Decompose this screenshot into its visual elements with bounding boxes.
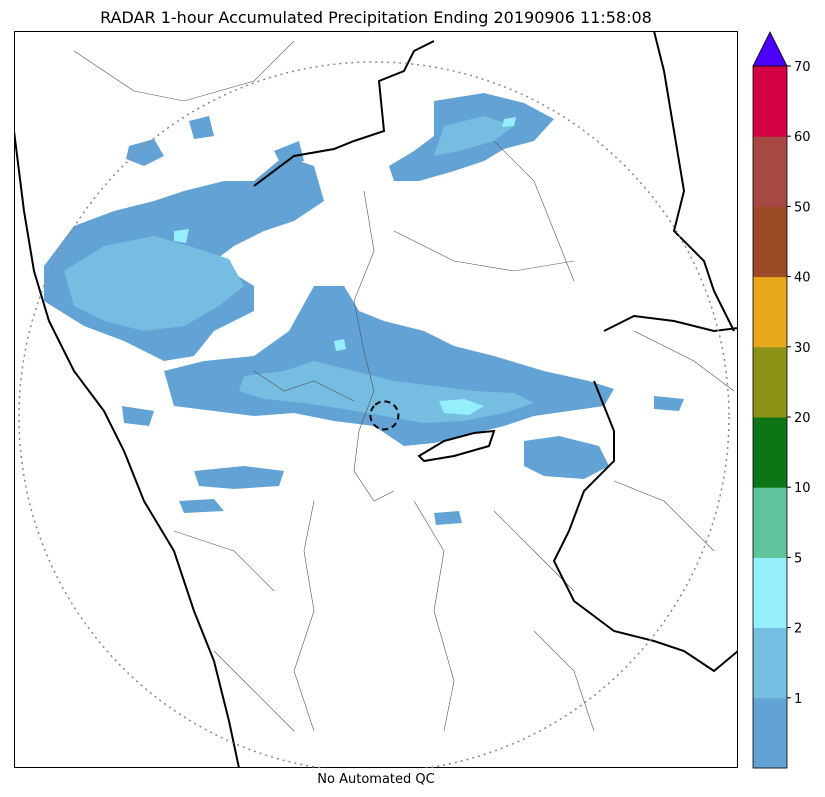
colorbar-tick-label: 30 [794,341,811,356]
district-borders [73,40,735,732]
radar-map [14,31,738,768]
colorbar: 1 2 5 10 20 30 40 50 60 70 [752,31,811,769]
colorbar-tick-label: 1 [794,692,802,707]
colorbar-segment [753,487,787,558]
qc-status-label: No Automated QC [317,772,435,787]
radar-range-ring [18,61,730,768]
precipitation-layer [44,93,684,525]
colorbar-segment [753,206,787,278]
state-borders [14,31,738,768]
colorbar-segment [753,66,787,137]
colorbar-segment [753,136,787,207]
colorbar-segment [753,627,787,699]
colorbar-tick-label: 40 [794,271,811,286]
colorbar-tick-label: 20 [794,411,811,426]
colorbar-tick-label: 10 [794,481,811,496]
colorbar-tick-label: 2 [794,622,802,637]
colorbar-tick-label: 60 [794,130,811,145]
colorbar-segment [753,417,787,488]
colorbar-segment [753,697,787,769]
colorbar-segment [753,346,787,418]
colorbar-tick-label: 5 [794,551,802,566]
colorbar-segment [753,276,787,348]
colorbar-tick-label: 50 [794,200,811,215]
colorbar-segment [753,557,787,629]
map-title: RADAR 1-hour Accumulated Precipitation E… [100,8,652,27]
colorbar-extend-arrow [752,31,788,67]
colorbar-tick-label: 70 [794,60,811,75]
